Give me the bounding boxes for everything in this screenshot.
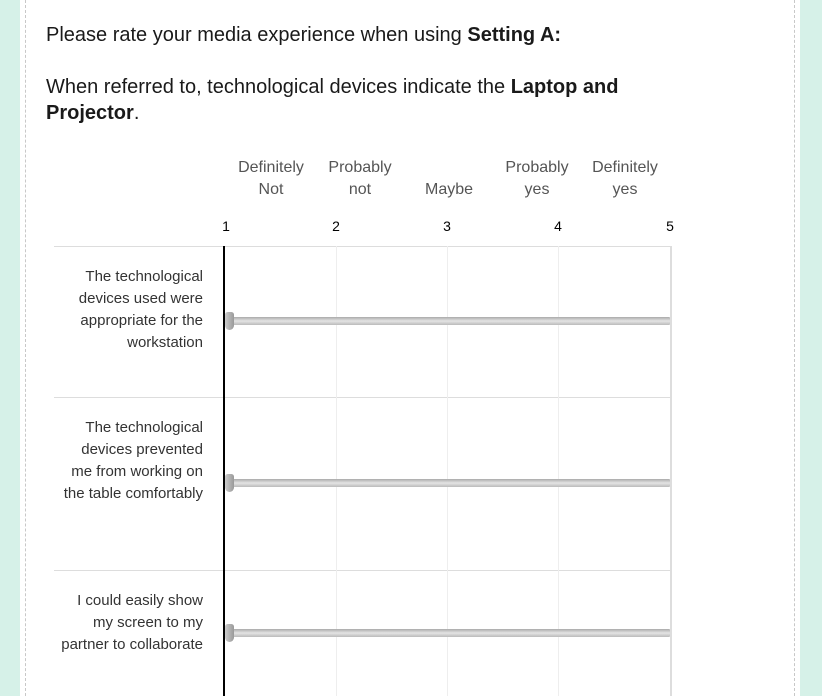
statement-3: I could easily show my screen to my part… [61,592,203,653]
table-border [670,246,672,696]
statement-1: The technological devices used were appr… [78,268,203,351]
gridline [336,246,337,696]
slider-track-3[interactable] [226,629,670,637]
gridline [447,246,448,696]
tick-1: 1 [222,218,230,234]
divider [25,0,26,696]
slider-handle-3[interactable] [225,624,234,642]
tick-3: 3 [443,218,451,234]
question-line-1: Please rate your media experience when u… [46,24,562,46]
row-divider [54,570,671,571]
row-divider [54,397,671,398]
scale-label-4: Probably yes [505,159,569,198]
tick-5: 5 [666,218,674,234]
slider-track-2[interactable] [226,479,670,487]
scale-label-1: Definitely Not [238,159,304,198]
scale-label-3: Maybe [424,181,474,198]
row-divider [54,246,671,247]
scale-label-2: Probably not [328,159,392,198]
divider [794,0,795,696]
tick-4: 4 [554,218,562,234]
tick-2: 2 [332,218,340,234]
gridline [558,246,559,696]
axis-line [223,246,225,696]
statement-2: The technological devices prevented me f… [63,419,203,502]
scale-label-5: Definitely yes [592,159,658,198]
slider-handle-1[interactable] [225,312,234,330]
slider-handle-2[interactable] [225,474,234,492]
question-line-2: When referred to, technological devices … [46,76,619,124]
slider-track-1[interactable] [226,317,670,325]
